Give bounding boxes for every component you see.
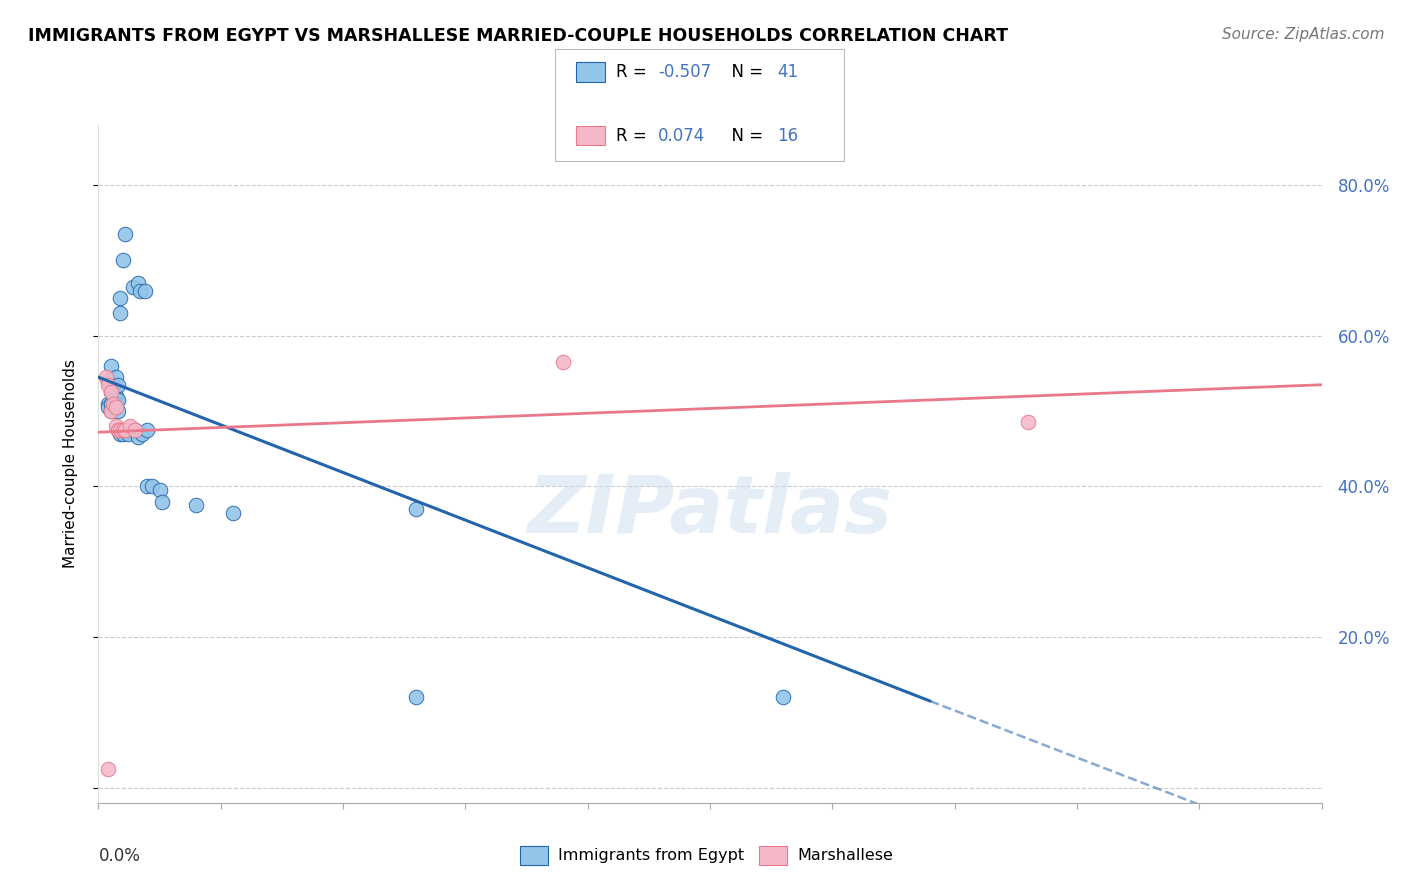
Point bbox=[222, 506, 245, 520]
Point bbox=[405, 690, 427, 705]
Text: 41: 41 bbox=[778, 63, 799, 81]
Point bbox=[104, 396, 127, 410]
Text: IMMIGRANTS FROM EGYPT VS MARSHALLESE MARRIED-COUPLE HOUSEHOLDS CORRELATION CHART: IMMIGRANTS FROM EGYPT VS MARSHALLESE MAR… bbox=[28, 27, 1008, 45]
Text: ZIPatlas: ZIPatlas bbox=[527, 472, 893, 550]
Point bbox=[134, 284, 156, 298]
Point bbox=[114, 227, 136, 241]
Point bbox=[186, 498, 208, 512]
Point bbox=[136, 423, 159, 437]
Point bbox=[104, 419, 127, 434]
Text: R =: R = bbox=[616, 63, 652, 81]
Point bbox=[127, 276, 149, 290]
Point bbox=[772, 690, 794, 705]
Point bbox=[114, 423, 136, 437]
Point bbox=[107, 392, 129, 407]
Text: -0.507: -0.507 bbox=[658, 63, 711, 81]
Point bbox=[97, 762, 120, 776]
Point bbox=[136, 479, 159, 493]
Point bbox=[1017, 416, 1039, 430]
Text: 16: 16 bbox=[778, 127, 799, 145]
Point bbox=[117, 426, 139, 441]
Point bbox=[104, 370, 127, 384]
Text: N =: N = bbox=[721, 127, 769, 145]
Point bbox=[553, 355, 575, 369]
Point bbox=[127, 430, 149, 444]
Text: Marshallese: Marshallese bbox=[797, 848, 893, 863]
Point bbox=[107, 377, 129, 392]
Point bbox=[111, 423, 134, 437]
Point bbox=[120, 419, 142, 434]
Point bbox=[100, 385, 122, 400]
Point bbox=[100, 404, 122, 418]
Point bbox=[149, 483, 172, 498]
Point bbox=[124, 423, 146, 437]
Point bbox=[100, 396, 122, 410]
Point bbox=[107, 423, 129, 437]
Point bbox=[110, 426, 132, 441]
Text: R =: R = bbox=[616, 127, 652, 145]
Point bbox=[114, 423, 136, 437]
Point bbox=[100, 404, 122, 418]
Text: Source: ZipAtlas.com: Source: ZipAtlas.com bbox=[1222, 27, 1385, 42]
Text: 0.0%: 0.0% bbox=[98, 847, 141, 865]
Point bbox=[124, 423, 146, 437]
Point bbox=[97, 401, 120, 415]
Point bbox=[101, 377, 124, 392]
Text: N =: N = bbox=[721, 63, 769, 81]
Point bbox=[100, 385, 122, 400]
Text: Immigrants from Egypt: Immigrants from Egypt bbox=[558, 848, 744, 863]
Point bbox=[121, 280, 143, 294]
Point bbox=[107, 404, 129, 418]
Point bbox=[97, 396, 120, 410]
Point bbox=[97, 374, 120, 388]
Point bbox=[111, 426, 134, 441]
Point bbox=[107, 423, 129, 437]
Point bbox=[111, 253, 134, 268]
Point bbox=[101, 396, 124, 410]
Point bbox=[104, 389, 127, 403]
Point bbox=[101, 389, 124, 403]
Point bbox=[110, 423, 132, 437]
Point bbox=[94, 370, 117, 384]
Point bbox=[100, 359, 122, 373]
Point bbox=[129, 284, 152, 298]
Point bbox=[104, 401, 127, 415]
Point bbox=[110, 291, 132, 305]
Point bbox=[405, 502, 427, 516]
Text: 0.074: 0.074 bbox=[658, 127, 706, 145]
Point bbox=[97, 377, 120, 392]
Y-axis label: Married-couple Households: Married-couple Households bbox=[63, 359, 77, 568]
Point bbox=[141, 479, 163, 493]
Point bbox=[131, 426, 153, 441]
Point bbox=[150, 494, 173, 508]
Point bbox=[110, 306, 132, 320]
